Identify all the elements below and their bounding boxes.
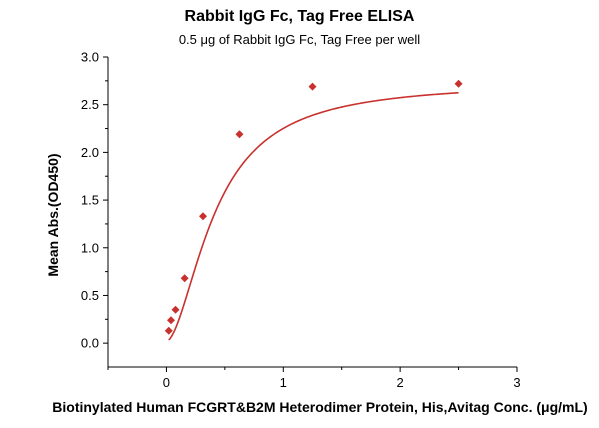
- data-point: [171, 305, 180, 314]
- data-point: [199, 212, 208, 221]
- data-points-layer: [164, 79, 463, 335]
- y-axis-title: Mean Abs.(OD450): [45, 153, 61, 276]
- data-point: [308, 82, 317, 91]
- chart-title: Rabbit IgG Fc, Tag Free ELISA: [184, 8, 415, 25]
- y-tick-label: 1.0: [81, 240, 99, 255]
- y-tick-label: 0.5: [81, 288, 99, 303]
- data-point: [180, 274, 189, 283]
- x-tick-label: 1: [280, 375, 287, 390]
- y-tick-label: 2.0: [81, 145, 99, 160]
- y-tick-label: 2.5: [81, 97, 99, 112]
- fit-curve: [168, 91, 459, 341]
- data-point: [235, 130, 244, 139]
- y-tick-label: 3.0: [81, 50, 99, 65]
- axes: 0.0 0.5 1.0 1.5 2.0 2.5 3.0 0 1 2 3: [81, 50, 521, 391]
- data-point: [166, 316, 175, 325]
- x-axis-title: Biotinylated Human FCGRT&B2M Heterodimer…: [52, 399, 587, 415]
- x-tick-label: 0: [163, 375, 170, 390]
- x-tick-label: 3: [513, 375, 520, 390]
- chart-subtitle: 0.5 μg of Rabbit IgG Fc, Tag Free per we…: [178, 32, 421, 47]
- data-point: [164, 326, 173, 335]
- data-point: [454, 79, 463, 88]
- x-tick-label: 2: [397, 375, 404, 390]
- y-tick-label: 0.0: [81, 336, 99, 351]
- fit-curve-layer: [168, 91, 459, 341]
- y-tick-label: 1.5: [81, 193, 99, 208]
